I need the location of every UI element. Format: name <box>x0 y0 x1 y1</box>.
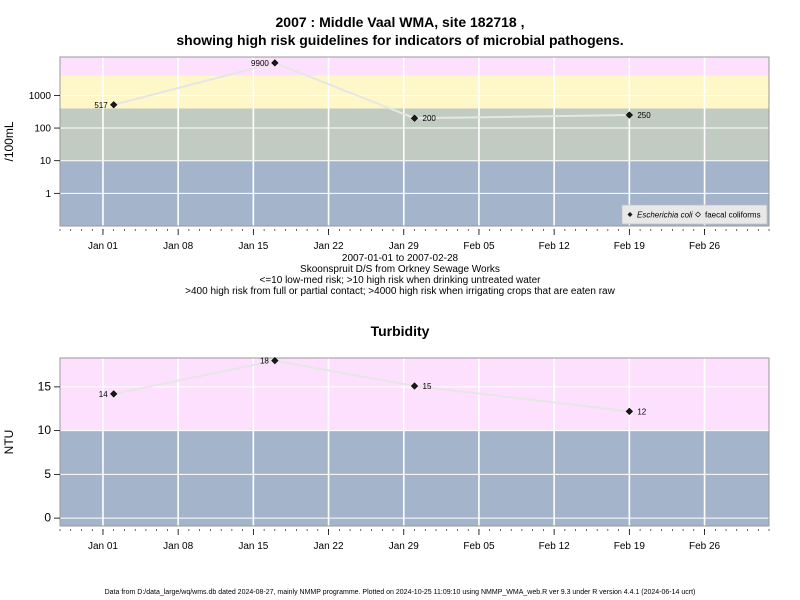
panel-ecoli: Jan 01 Jan 08 Jan 15 Jan 22 Jan 29 Feb 05 Feb … <box>2 56 770 252</box>
x-tick-label: Jan 22 <box>314 241 344 252</box>
caption-site-name: Skoonspruit D/S from Orkney Sewage Works <box>300 264 500 275</box>
x-tick-label: Feb 26 <box>689 241 721 252</box>
x-tick-label: Feb 05 <box>463 541 495 552</box>
x-tick-label: Jan 01 <box>88 541 118 552</box>
data-label: 517 <box>94 101 108 110</box>
y-tick-label: 100 <box>34 124 51 135</box>
legend-entry-ecoli: Escherichia coli <box>637 211 693 220</box>
x-tick-label: Feb 19 <box>614 541 646 552</box>
x-tick-label: Feb 05 <box>463 241 495 252</box>
data-point <box>625 111 633 119</box>
y-tick-label: 5 <box>44 467 51 481</box>
data-label: 9900 <box>251 59 269 68</box>
legend-marker-filled-diamond <box>627 212 633 217</box>
chart-title-line-1: 2007 : Middle Vaal WMA, site 182718 , <box>275 14 525 30</box>
y-tick-label: 10 <box>40 156 52 167</box>
data-label: 18 <box>260 357 269 366</box>
x-tick-label: Jan 29 <box>389 541 419 552</box>
x-tick-label: Jan 29 <box>389 241 419 252</box>
risk-band-safe <box>60 430 769 526</box>
caption-date-range: 2007-01-01 to 2007-02-28 <box>341 253 459 264</box>
x-tick-label: Jan 08 <box>163 241 193 252</box>
y-tick-label: 0 <box>44 511 51 525</box>
data-point <box>410 382 419 390</box>
caption-risk-contact: >400 high risk from full or partial cont… <box>185 286 615 297</box>
y-tick-label: 15 <box>38 379 52 393</box>
x-tick-label: Feb 12 <box>539 541 571 552</box>
x-tick-label: Jan 01 <box>88 241 118 252</box>
data-label: 250 <box>637 111 651 120</box>
y-tick-label: 10 <box>38 423 52 437</box>
data-label: 14 <box>99 390 108 399</box>
legend: Escherichia coli faecal coliforms <box>621 204 768 225</box>
x-tick-label: Feb 26 <box>689 541 721 552</box>
chart-title-line-2: showing high risk guidelines for indicat… <box>176 32 624 48</box>
data-point <box>625 407 633 415</box>
data-point <box>110 390 118 398</box>
risk-band-very_high <box>60 358 769 431</box>
legend-marker-open-diamond <box>695 211 701 218</box>
plot-frame <box>59 357 770 527</box>
y-tick-label: 1 <box>45 189 51 200</box>
x-tick-label: Jan 08 <box>163 541 193 552</box>
turbidity-title: Turbidity <box>370 323 430 339</box>
x-tick-label: Feb 19 <box>614 241 646 252</box>
data-point <box>410 114 419 122</box>
panel-turbidity: Jan 01 Jan 08 Jan 15 Jan 22 Jan 29 Feb 05 Feb … <box>2 357 770 552</box>
data-label: 200 <box>423 114 437 123</box>
x-tick-label: Jan 15 <box>238 541 268 552</box>
y-axis-label: NTU <box>2 430 16 455</box>
x-tick-label: Jan 15 <box>238 241 268 252</box>
legend-entry-faecal-coliforms: faecal coliforms <box>705 211 761 220</box>
series-line <box>113 61 630 120</box>
series-line <box>113 359 630 413</box>
data-point <box>271 357 279 365</box>
data-point <box>110 101 118 109</box>
data-label: 12 <box>637 407 646 416</box>
y-tick-label: 1000 <box>29 91 52 102</box>
x-tick-label: Jan 22 <box>314 541 344 552</box>
x-tick-label: Feb 12 <box>539 241 571 252</box>
data-point <box>271 59 279 67</box>
risk-band-very_high <box>60 57 769 76</box>
legend-box <box>621 204 768 225</box>
caption-risk-drinking: <=10 low-med risk; >10 high risk when dr… <box>259 275 541 286</box>
plot-frame <box>59 56 770 227</box>
y-axis-label: /100mL <box>2 121 16 161</box>
data-label: 15 <box>423 382 432 391</box>
footer-note: Data from D:/data_large/wq/wms.db dated … <box>104 589 696 596</box>
